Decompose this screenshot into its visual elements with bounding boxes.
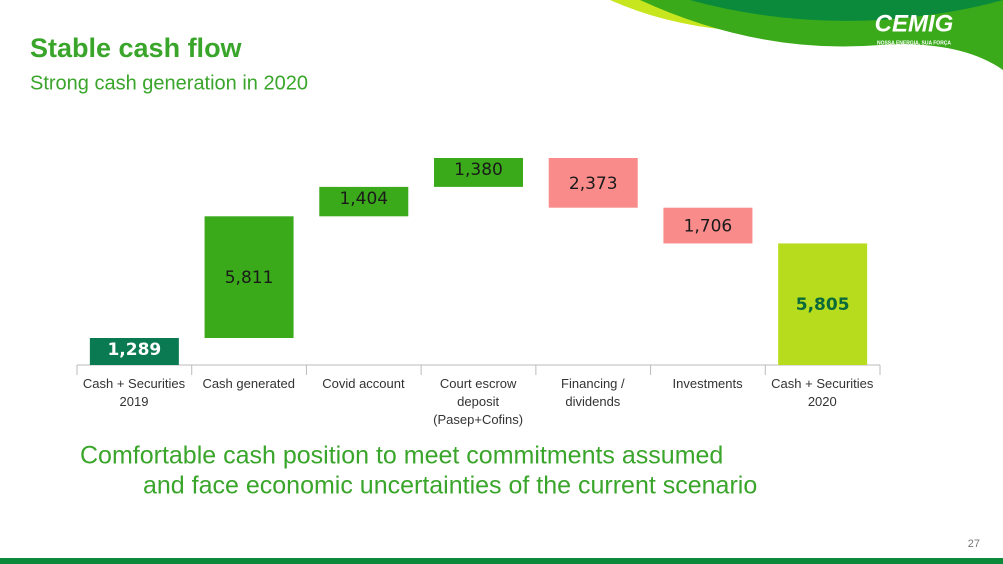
footnote: Comfortable cash position to meet commit… xyxy=(80,442,723,470)
value-label: 2,373 xyxy=(569,174,618,194)
category-label: Investments xyxy=(672,376,743,391)
bar xyxy=(548,158,638,208)
bar xyxy=(778,243,868,365)
logo: CEMIG xyxy=(875,10,954,37)
title: Stable cash flow xyxy=(30,33,243,63)
value-label: 1,404 xyxy=(339,189,388,209)
category-label: Cash + Securities 2020 xyxy=(771,376,874,409)
bar xyxy=(434,158,523,187)
category-label: Cash generated xyxy=(202,376,295,391)
tagline: NOSSA ENERGIA, SUA FORÇA xyxy=(877,40,951,46)
decor xyxy=(690,0,1003,21)
bar xyxy=(663,207,753,244)
bar xyxy=(204,216,294,339)
decor xyxy=(640,0,1003,70)
footer-bar xyxy=(0,558,1003,564)
value-label: 1,380 xyxy=(454,160,503,180)
footnote: and face economic uncertainties of the c… xyxy=(143,472,757,500)
bar xyxy=(319,186,409,217)
bar xyxy=(89,338,179,365)
category-label: Cash + Securities 2019 xyxy=(82,376,186,409)
value-label: 1,706 xyxy=(684,217,733,237)
subtitle: Strong cash generation in 2020 xyxy=(30,72,308,94)
page-number: 27 xyxy=(968,538,980,550)
value-label: 5,811 xyxy=(225,268,274,288)
category-label: Financing / dividends xyxy=(561,376,625,409)
value-label: 5,805 xyxy=(796,295,850,315)
category-label: Court escrow deposit (Pasep+Cofins) xyxy=(433,376,524,427)
category-label: Covid account xyxy=(322,376,405,391)
value-label: 1,289 xyxy=(107,340,161,360)
